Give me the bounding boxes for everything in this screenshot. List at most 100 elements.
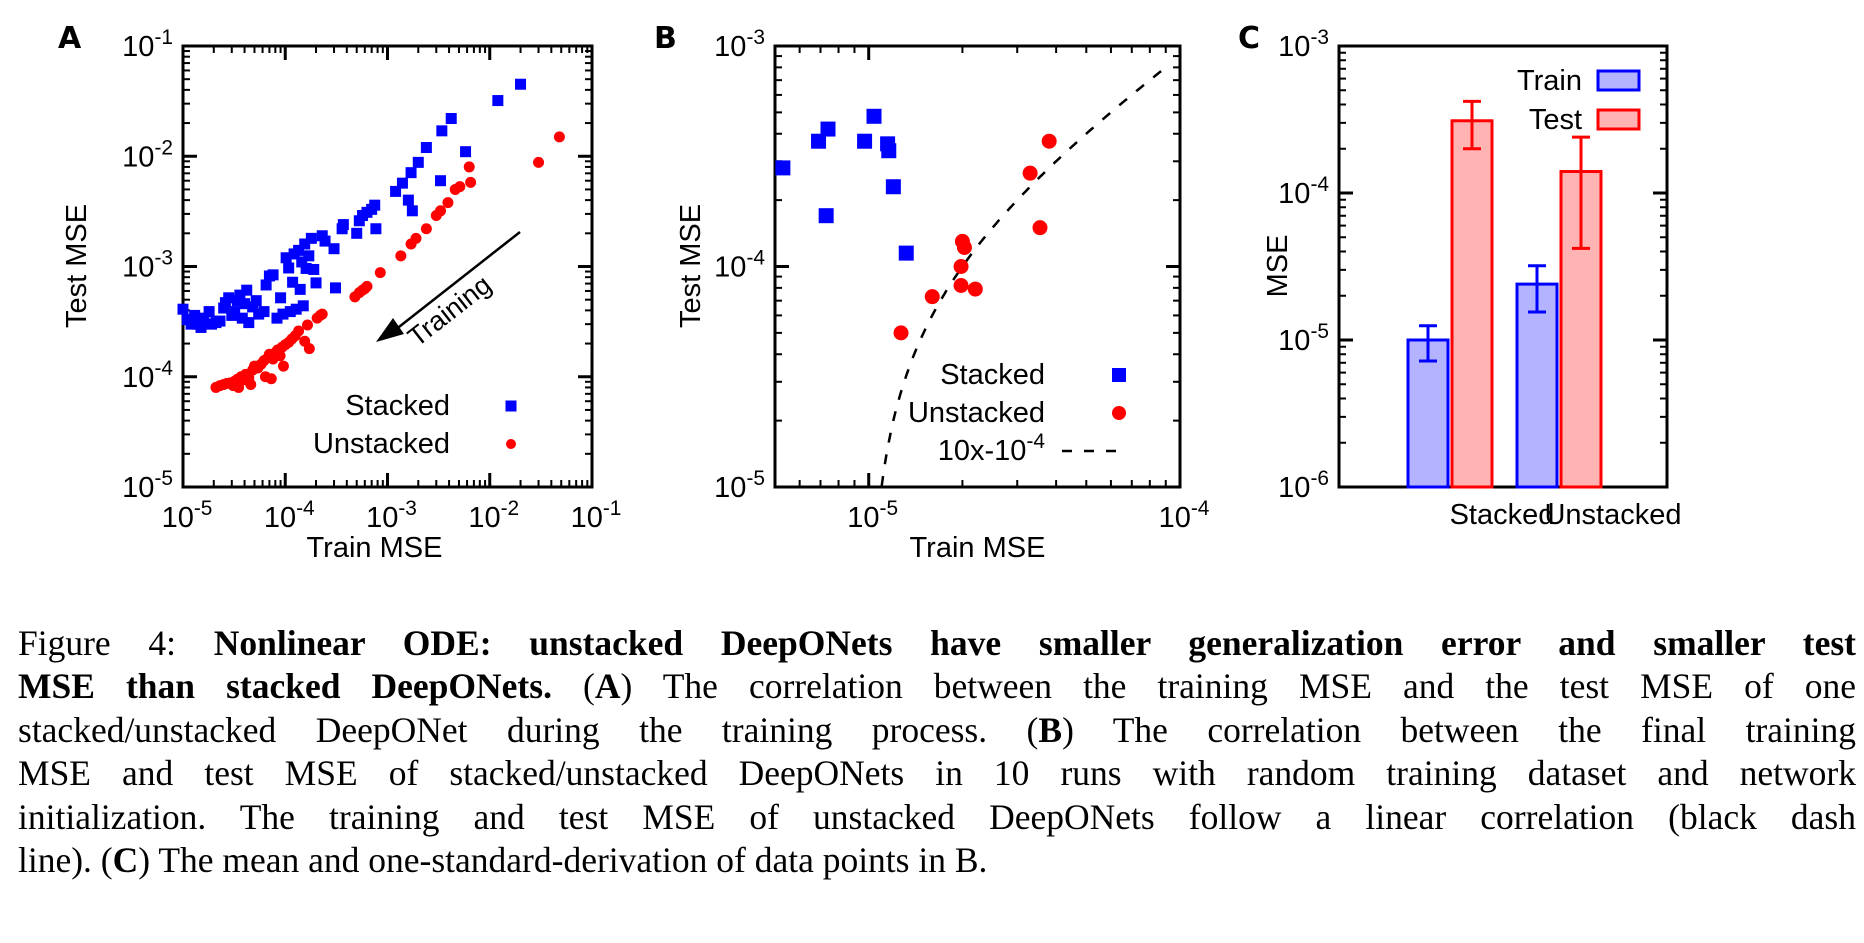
data-point-stacked [305,232,317,244]
data-point-unstacked [893,325,909,341]
data-point-stacked [229,306,241,318]
caption-line-5: initialization. The training and test MS… [18,796,1856,839]
panel-b: B Test MSE Train MSE 10-5 10-4 10-3 10-5 10-4 St… [654,21,1209,564]
data-point-unstacked [953,259,969,274]
data-point-stacked [445,112,457,124]
data-point-unstacked [1041,133,1057,149]
caption-prefix: Figure 4: [18,623,214,663]
data-point-unstacked [465,176,477,188]
data-point-stacked [287,276,299,288]
data-point-stacked [294,283,306,295]
caption-text-6a: line). ( [18,840,113,881]
y-tick-label: 10-6 [1278,467,1329,504]
x-axis-label: Train MSE [307,532,443,564]
data-point-stacked [319,235,331,247]
legend-label-stacked: Stacked [345,390,450,422]
legend-swatch-train [1596,69,1641,92]
data-point-stacked [898,245,914,261]
data-point-unstacked [553,131,565,143]
data-point-stacked [300,262,312,274]
caption-text-4: MSE and test MSE of stacked/unstacked De… [18,753,1856,794]
data-point-unstacked [1022,165,1038,181]
data-point-stacked [390,185,402,197]
data-point-unstacked [265,373,277,385]
y-tick-label: 10-4 [122,357,173,394]
data-point-stacked [231,295,243,307]
data-point-stacked [260,279,272,291]
data-point-unstacked [1032,220,1048,236]
data-point-stacked [185,318,197,330]
caption-line-1: Figure 4: Nonlinear ODE: unstacked DeepO… [18,622,1856,665]
data-point-stacked [293,244,305,256]
data-point-stacked [177,303,189,315]
data-point-unstacked [245,379,257,391]
data-point-stacked [420,142,432,154]
y-axis-label: MSE [1262,235,1294,298]
data-point-stacked [370,223,382,235]
caption-label-c: C [112,840,139,881]
y-tick-label: 10-1 [122,26,173,63]
data-point-stacked [329,282,341,294]
data-point-stacked [857,133,873,149]
data-point-stacked [297,300,309,312]
data-point-stacked [811,133,827,149]
plot-frame [1337,44,1669,489]
x-tick-label: 10-5 [162,497,213,534]
data-point-stacked [203,306,215,318]
x-category-label: Stacked [1450,499,1555,531]
data-point-stacked [405,167,417,179]
training-arrow-head [376,318,404,342]
caption-text-b: ) The correlation between the final trai… [1062,709,1856,750]
legend-label-unstacked: Unstacked [313,428,450,460]
data-point-unstacked [953,278,969,294]
data-point-stacked [236,312,248,324]
data-point-stacked [775,160,791,176]
data-point-stacked [369,199,381,211]
data-point-stacked [885,179,901,195]
panel-label-a: A [58,21,82,56]
y-tick-label: 10-3 [714,26,765,63]
figure-caption: Figure 4: Nonlinear ODE: unstacked DeepO… [18,622,1856,882]
caption-label-b: B [1038,709,1063,750]
caption-paren: ( [551,666,595,707]
data-point-unstacked [463,161,475,173]
caption-text-5: initialization. The training and test MS… [18,796,1856,837]
y-axis-label: Test MSE [675,204,707,328]
legend-label-fit: 10x-10-4 [938,430,1045,467]
x-tick-label: 10-5 [847,497,898,534]
data-point-stacked [239,298,251,310]
data-point-stacked [328,243,340,255]
data-point-unstacked [454,181,466,193]
data-point-unstacked [274,350,286,362]
y-tick-label: 10-5 [1278,320,1329,357]
data-point-stacked [396,177,408,189]
legend-label-unstacked: Unstacked [908,397,1045,429]
data-point-stacked [351,227,363,239]
data-point-stacked [299,238,311,250]
data-point-unstacked [924,289,940,305]
y-tick-label: 10-4 [714,247,765,284]
data-point-stacked [198,312,210,324]
data-point-stacked [436,125,448,137]
data-point-stacked [460,146,472,158]
y-tick-label: 10-3 [122,247,173,284]
data-point-stacked [250,295,262,307]
data-point-stacked [337,219,349,231]
y-tick-label: 10-4 [1278,173,1329,210]
data-point-stacked [435,175,447,187]
legend-marker-unstacked [1112,406,1126,420]
legend-marker-unstacked [506,439,516,449]
data-point-stacked [283,262,295,274]
y-tick-label: 10-5 [714,467,765,504]
data-point-stacked [402,194,414,206]
data-point-unstacked [395,250,407,262]
legend-marker-stacked [1112,368,1126,382]
data-point-stacked [275,292,287,304]
training-annotation: Training [402,269,497,352]
bar-train-unstacked [1515,282,1559,489]
data-point-unstacked [435,205,447,217]
caption-line-4: MSE and test MSE of stacked/unstacked De… [18,752,1856,795]
data-point-unstacked [301,319,313,331]
data-point-stacked [223,292,235,304]
data-point-unstacked [303,343,315,355]
